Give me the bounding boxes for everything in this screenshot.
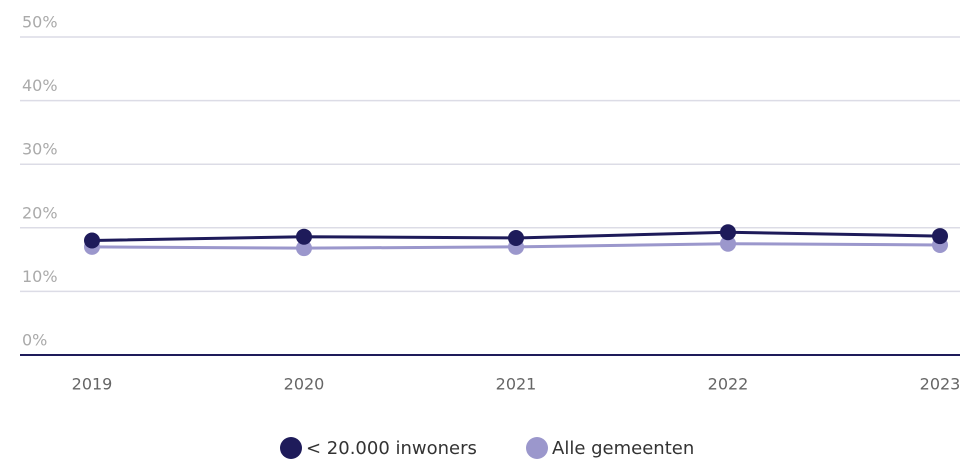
x-tick-label: 2022 [708, 375, 749, 394]
y-tick-label: 10% [22, 267, 58, 286]
y-tick-label: 40% [22, 76, 58, 95]
legend-swatch [526, 437, 548, 459]
x-tick-label: 2020 [284, 375, 325, 394]
x-tick-label: 2023 [920, 375, 960, 394]
legend-swatch [280, 437, 302, 459]
data-point [508, 229, 524, 246]
legend-label: Alle gemeenten [552, 438, 694, 459]
data-point [84, 232, 100, 249]
data-point [296, 240, 312, 257]
y-tick-label: 0% [22, 331, 47, 350]
data-point [932, 228, 948, 245]
y-tick-label: 50% [22, 13, 58, 32]
data-point [720, 235, 736, 252]
y-tick-label: 30% [22, 140, 58, 159]
y-tick-label: 20% [22, 203, 58, 222]
data-point [296, 228, 312, 245]
x-tick-label: 2021 [496, 375, 537, 394]
legend-label: < 20.000 inwoners [306, 438, 477, 459]
x-tick-label: 2019 [72, 375, 113, 394]
data-point [720, 224, 736, 241]
